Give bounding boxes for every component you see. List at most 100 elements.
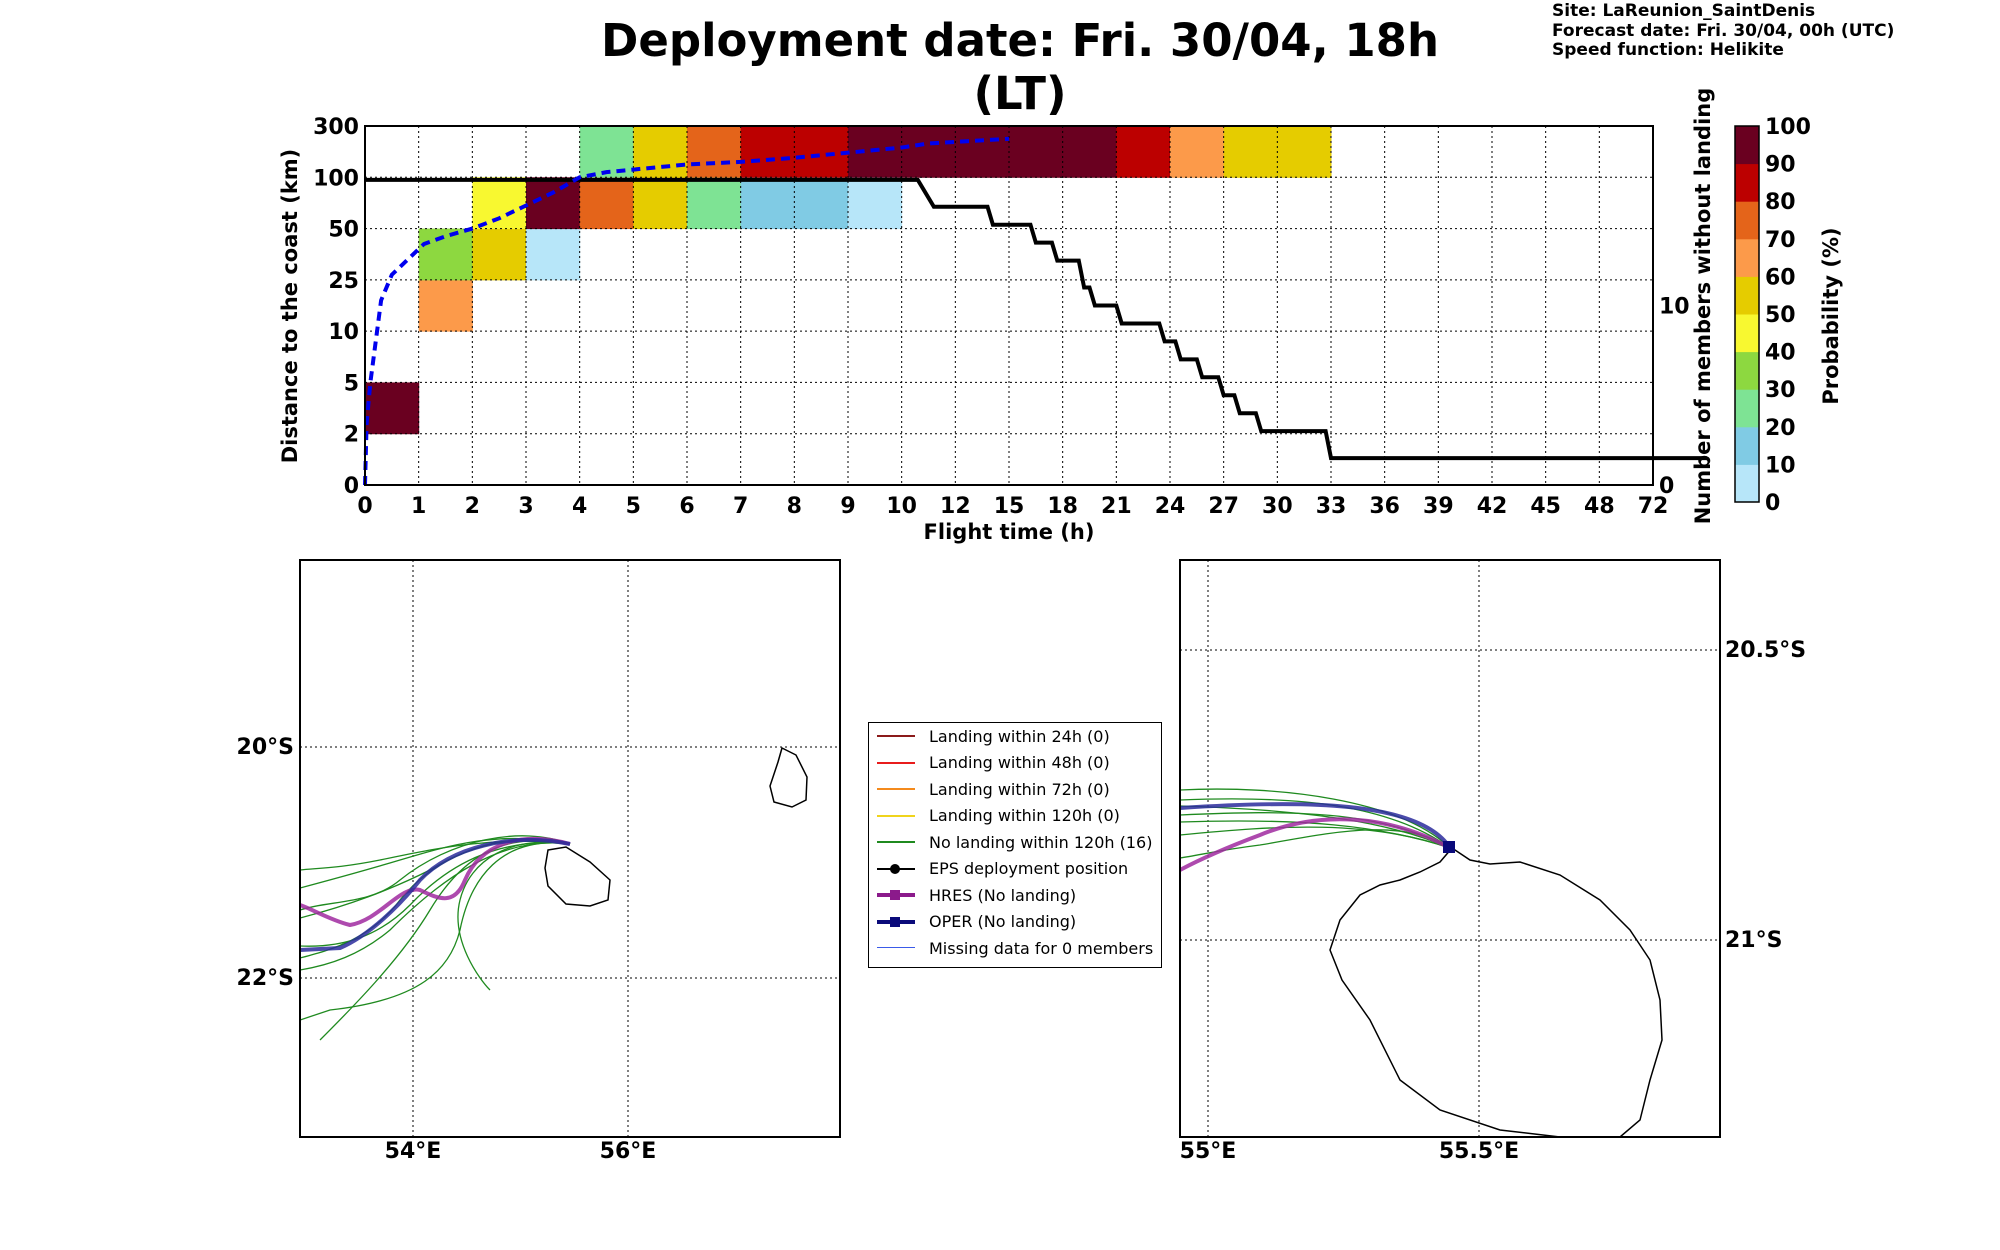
colorbar-tick-label: 100: [1765, 115, 1811, 140]
legend-swatch: [875, 782, 917, 796]
y-tick-label: 300: [313, 115, 359, 140]
legend-label: EPS deployment position: [929, 859, 1129, 879]
reunion-island-outline: [544, 846, 611, 907]
map-wide-content: [300, 560, 840, 1137]
x-axis-label: Flight time (h): [924, 520, 1095, 544]
chart-title: Deployment date: Fri. 30/04, 18h (LT): [601, 14, 1439, 120]
colorbar-segment: [1735, 351, 1759, 390]
legend-label: Missing data for 0 members: [929, 938, 1154, 958]
x-tick-label: 8: [787, 494, 802, 519]
x-tick-label: 1: [411, 494, 426, 519]
axis-ticks: 0 1 2 3 4 5 6 7 8 9 10 12 15 18 21 24 27 30 33 36 39 42 45 48 72…: [313, 115, 1690, 519]
map-wide-x-tick: 56°E: [600, 1139, 657, 1164]
colorbar-segment: [1735, 201, 1759, 240]
legend-label: Landing within 120h (0): [929, 806, 1120, 826]
heatmap-cell: [1277, 126, 1332, 178]
legend-item: HRES (No landing): [869, 882, 1161, 909]
y2-axis-label: Number of members without landing: [1691, 88, 1715, 525]
x-tick-label: 12: [940, 494, 971, 519]
y-axis-label: Distance to the coast (km): [278, 149, 302, 464]
deployment-marker: [1443, 841, 1455, 853]
heatmap-cell: [1223, 126, 1278, 178]
colorbar-segment: [1735, 238, 1759, 277]
heatmap-cell: [526, 228, 581, 281]
legend-swatch: [875, 809, 917, 823]
heatmap-cell: [1116, 126, 1171, 178]
legend-label: HRES (No landing): [929, 885, 1077, 905]
ensemble-tracks-zoom: [1180, 788, 1451, 859]
colorbar-tick-label: 60: [1765, 265, 1796, 290]
map-zoom-x-tick: 55°E: [1180, 1139, 1237, 1164]
ensemble-track: [300, 842, 571, 971]
legend: Landing within 24h (0) Landing within 48h…: [868, 722, 1162, 968]
map-wide-y-tick: 20°S: [237, 735, 294, 760]
heatmap-cell: [472, 177, 527, 230]
plot-frame: [364, 125, 1654, 486]
heatmap-cell: [794, 126, 849, 178]
x-tick-label: 45: [1530, 494, 1561, 519]
forecast-date: Forecast date: Fri. 30/04, 00h (UTC): [1552, 20, 1895, 41]
y2-tick-label: 10: [1659, 295, 1690, 320]
heatmap-cell: [579, 177, 634, 230]
colorbar-tick-label: 80: [1765, 190, 1796, 215]
heatmap-cell: [418, 279, 473, 332]
y-tick-label: 2: [344, 423, 359, 448]
speed-function: Speed function: Helikite: [1552, 40, 1784, 60]
legend-swatch: [875, 729, 917, 743]
colorbar-tick-label: 50: [1765, 303, 1796, 328]
y-tick-label: 50: [328, 218, 359, 243]
x-tick-label: 15: [994, 494, 1025, 519]
members-without-landing-line: [365, 177, 1707, 461]
y-tick-label: 25: [328, 269, 359, 294]
map-zoom-content: [1180, 560, 1720, 1137]
colorbar-segment: [1735, 464, 1759, 503]
site-info: Site: LaReunion_SaintDenis Forecast date…: [1552, 1, 1895, 61]
legend-swatch: [875, 835, 917, 849]
hres-track: [300, 836, 571, 928]
legend-item: Landing within 72h (0): [869, 776, 1161, 803]
map-wide-y-tick: 22°S: [237, 966, 294, 991]
heatmap-cell: [955, 126, 1010, 178]
legend-item: Landing within 120h (0): [869, 803, 1161, 830]
heatmap-cell: [1062, 126, 1117, 178]
x-tick-label: 6: [679, 494, 694, 519]
map-zoom-x-tick: 55.5°E: [1439, 1139, 1519, 1164]
x-tick-label: 39: [1423, 494, 1454, 519]
map-zoom-y-tick: 20.5°S: [1725, 638, 1806, 663]
legend-item: No landing within 120h (16): [869, 829, 1161, 856]
ensemble-track: [1180, 788, 1451, 849]
ensemble-track: [300, 842, 571, 1021]
heatmap-cell: [1009, 126, 1064, 178]
x-tick-label: 42: [1477, 494, 1508, 519]
map-zoom-y-tick: 21°S: [1725, 928, 1782, 953]
legend-item: Landing within 24h (0): [869, 723, 1161, 750]
map-zoom-frame: [1179, 559, 1721, 1138]
legend-label: Landing within 72h (0): [929, 779, 1110, 799]
x-tick-label: 4: [572, 494, 587, 519]
heatmap-cell: [418, 228, 473, 281]
x-tick-label: 3: [518, 494, 533, 519]
hres-track-zoom: [1180, 817, 1451, 872]
colorbar-segment: [1735, 276, 1759, 315]
legend-item: EPS deployment position: [869, 856, 1161, 883]
ensemble-track: [300, 842, 571, 947]
ensemble-track: [300, 835, 571, 911]
x-tick-label: 2: [465, 494, 480, 519]
colorbar-tick-label: 90: [1765, 153, 1796, 178]
heatmap-cell: [633, 177, 688, 230]
heatmap-cell: [901, 126, 956, 178]
x-tick-label: 48: [1584, 494, 1615, 519]
colorbar-segment: [1735, 389, 1759, 428]
legend-swatch: [875, 888, 917, 902]
x-tick-label: 36: [1369, 494, 1400, 519]
colorbar-tick-label: 70: [1765, 228, 1796, 253]
x-tick-label: 18: [1047, 494, 1078, 519]
legend-label: OPER (No landing): [929, 912, 1077, 932]
heatmap-cell: [365, 382, 420, 435]
y-tick-label: 5: [344, 371, 359, 396]
colorbar-segment: [1735, 126, 1759, 165]
legend-swatch: [875, 941, 917, 955]
heatmap-cell: [740, 126, 795, 178]
